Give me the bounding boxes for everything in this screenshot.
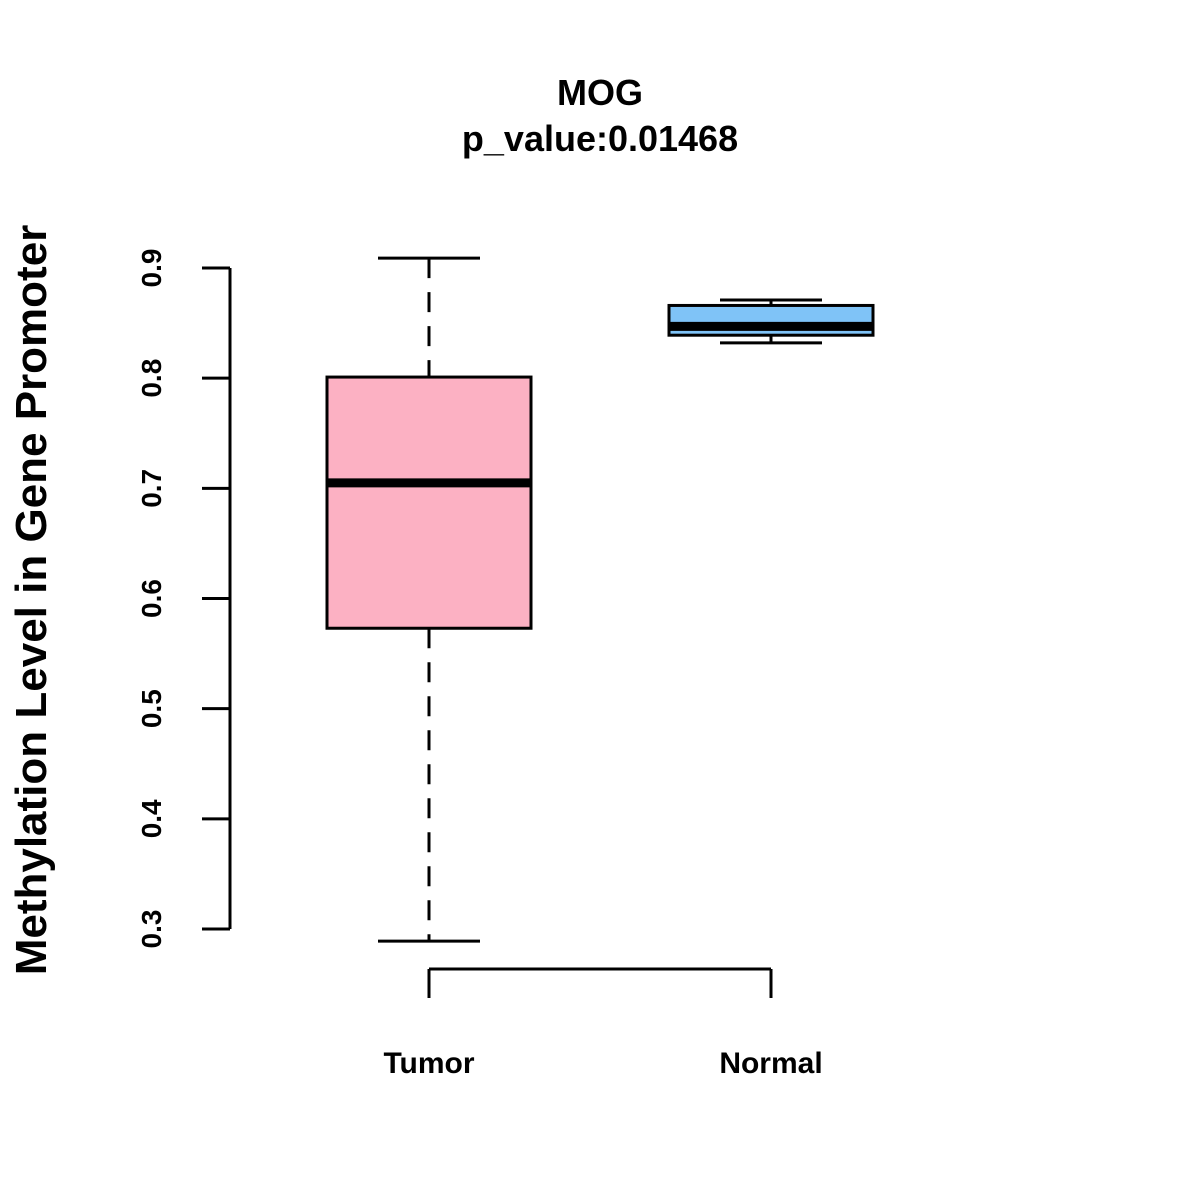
y-axis-label: Methylation Level in Gene Promoter: [7, 225, 56, 976]
box-tumor: [325, 256, 533, 943]
y-tick-label: 0.3: [136, 910, 167, 949]
x-tick-label-tumor: Tumor: [383, 1047, 474, 1080]
iqr-box: [325, 375, 533, 630]
x-tick-label-normal: Normal: [719, 1047, 822, 1080]
y-tick-label: 0.6: [136, 579, 167, 618]
y-tick-label: 0.7: [136, 469, 167, 508]
y-tick-label: 0.4: [136, 799, 167, 838]
y-axis: 0.3 0.4 0.5 0.6 0.7 0.8 0.9: [136, 249, 232, 949]
box-group: [325, 256, 875, 943]
y-tick-label: 0.9: [136, 249, 167, 288]
y-tick-label: 0.5: [136, 689, 167, 728]
box-normal: [667, 298, 875, 345]
y-tick-label: 0.8: [136, 359, 167, 398]
chart-subtitle: p_value:0.01468: [462, 118, 738, 159]
x-axis: Tumor Normal: [383, 967, 823, 1080]
chart-title: MOG: [557, 72, 643, 113]
